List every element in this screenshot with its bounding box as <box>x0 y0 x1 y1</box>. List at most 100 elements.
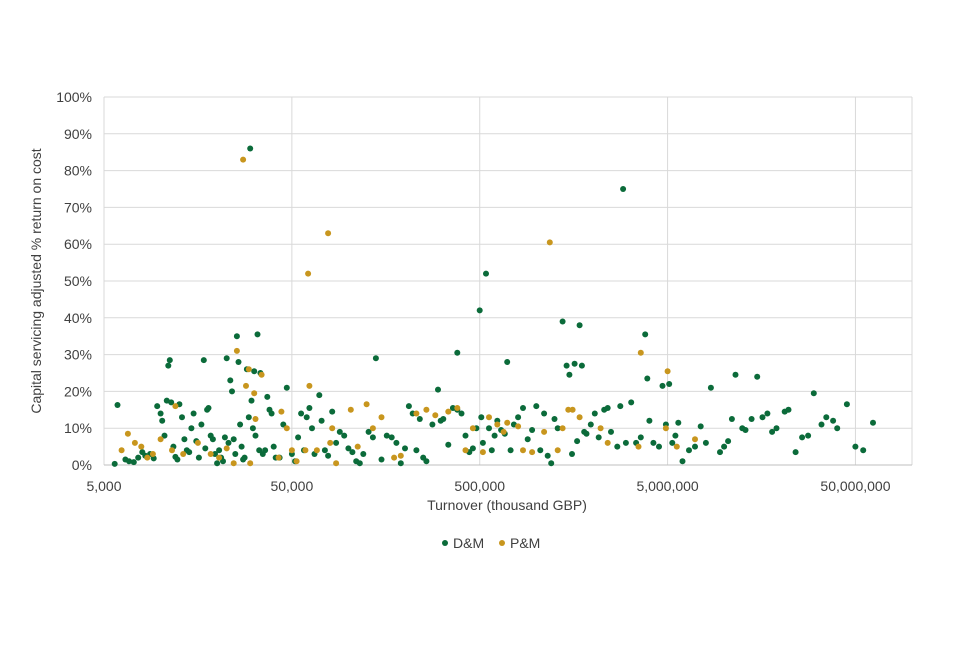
data-point <box>283 384 290 391</box>
data-point <box>251 368 258 375</box>
data-point <box>662 425 669 432</box>
data-point <box>383 432 390 439</box>
data-point <box>262 447 269 454</box>
data-point <box>169 447 175 454</box>
data-point <box>728 416 735 422</box>
data-point <box>860 447 867 454</box>
data-point <box>604 405 611 411</box>
data-point <box>792 449 799 456</box>
data-point <box>202 445 209 452</box>
data-point <box>212 451 218 457</box>
data-point <box>544 452 551 459</box>
data-point <box>174 456 181 463</box>
data-point <box>541 428 548 435</box>
x-tick-label: 500,000 <box>454 478 505 494</box>
data-point <box>325 452 332 459</box>
data-point <box>329 408 336 415</box>
data-point <box>388 434 395 441</box>
data-point <box>159 417 166 424</box>
data-point <box>131 439 138 446</box>
y-tick-label: 70% <box>64 199 92 215</box>
data-point <box>157 436 164 443</box>
data-point <box>454 349 461 356</box>
data-point <box>268 410 275 417</box>
legend-marker <box>499 540 505 546</box>
data-point <box>754 373 761 380</box>
data-point <box>591 410 598 417</box>
data-point <box>205 405 212 411</box>
data-point <box>188 425 195 432</box>
data-point <box>574 438 581 445</box>
data-point <box>650 439 657 446</box>
y-tick-label: 60% <box>64 236 92 252</box>
data-point <box>118 447 125 454</box>
x-tick-label: 50,000 <box>270 478 313 494</box>
data-point <box>486 414 492 421</box>
data-point <box>554 447 561 454</box>
data-point <box>595 434 602 441</box>
data-point <box>240 156 247 163</box>
data-point <box>569 451 575 457</box>
data-point <box>248 397 255 404</box>
data-point <box>354 443 361 450</box>
data-point <box>397 452 404 459</box>
data-point <box>298 410 305 417</box>
data-point <box>563 362 570 369</box>
x-tick-label: 5,000 <box>86 478 121 494</box>
data-point <box>583 430 590 437</box>
data-point <box>230 460 237 467</box>
data-point <box>576 322 583 329</box>
data-point <box>769 428 776 435</box>
data-point <box>559 318 566 325</box>
data-point <box>214 460 221 467</box>
data-point <box>198 421 205 428</box>
data-point <box>617 403 624 410</box>
data-point <box>209 436 216 443</box>
data-point <box>165 362 172 369</box>
data-point <box>604 439 611 446</box>
data-point <box>233 347 240 354</box>
data-point <box>216 454 223 461</box>
data-point <box>321 447 328 454</box>
y-axis-title: Capital servicing adjusted % return on c… <box>28 148 44 413</box>
data-point <box>360 451 367 457</box>
legend: D&M P&M <box>442 535 540 551</box>
data-point <box>223 445 230 452</box>
data-point <box>306 405 313 411</box>
data-point <box>245 366 252 373</box>
data-point <box>551 416 558 422</box>
data-point <box>707 384 714 391</box>
data-point <box>748 416 755 422</box>
data-point <box>646 417 653 424</box>
data-point <box>533 403 540 410</box>
data-point <box>181 436 188 443</box>
data-point <box>111 460 118 467</box>
data-point <box>491 432 498 439</box>
data-point <box>405 403 412 410</box>
data-point <box>823 414 830 421</box>
data-point <box>622 439 629 446</box>
data-point <box>135 454 142 461</box>
y-tick-label: 20% <box>64 383 92 399</box>
data-point <box>659 382 666 389</box>
data-point <box>232 451 239 457</box>
data-point <box>223 355 230 362</box>
data-point <box>672 432 679 439</box>
data-point <box>157 410 164 417</box>
data-point <box>302 447 309 454</box>
data-point <box>413 447 420 454</box>
legend-label: P&M <box>510 535 540 551</box>
series-dm <box>111 145 876 467</box>
data-point <box>458 410 465 417</box>
data-point <box>429 421 436 428</box>
data-point <box>256 447 263 454</box>
y-tick-label: 40% <box>64 310 92 326</box>
data-point <box>318 417 325 424</box>
data-point <box>416 416 423 422</box>
data-point <box>195 454 202 461</box>
data-point <box>597 425 604 432</box>
data-point <box>462 432 469 439</box>
data-point <box>306 382 313 389</box>
data-point <box>313 447 320 454</box>
